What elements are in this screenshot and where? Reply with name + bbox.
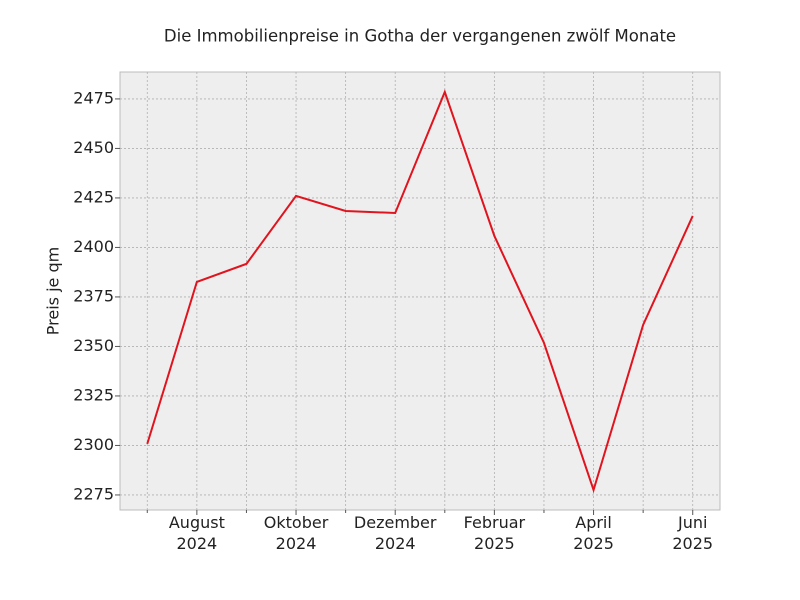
y-tick-label: 2300 (73, 435, 114, 454)
y-tick-label: 2475 (73, 88, 114, 107)
y-axis-label: Preis je qm (44, 247, 63, 335)
y-tick-label: 2400 (73, 237, 114, 256)
y-tick-label: 2350 (73, 336, 114, 355)
y-tick-label: 2325 (73, 385, 114, 404)
x-tick-label: Dezember 2024 (353, 513, 437, 553)
y-tick-label: 2275 (73, 484, 114, 503)
chart-title: Die Immobilienpreise in Gotha der vergan… (164, 27, 676, 46)
y-tick-label: 2375 (73, 286, 114, 305)
x-tick-label: August 2024 (168, 513, 225, 553)
y-tick-label: 2425 (73, 187, 114, 206)
x-tick-label: Juni 2025 (672, 513, 714, 553)
y-tick-label: 2450 (73, 138, 114, 157)
x-tick-label: Februar 2025 (463, 513, 526, 553)
x-tick-label: Oktober 2024 (263, 513, 329, 553)
line (146, 89, 694, 494)
x-tick-label: April 2025 (573, 513, 614, 553)
plot-area (119, 71, 721, 511)
